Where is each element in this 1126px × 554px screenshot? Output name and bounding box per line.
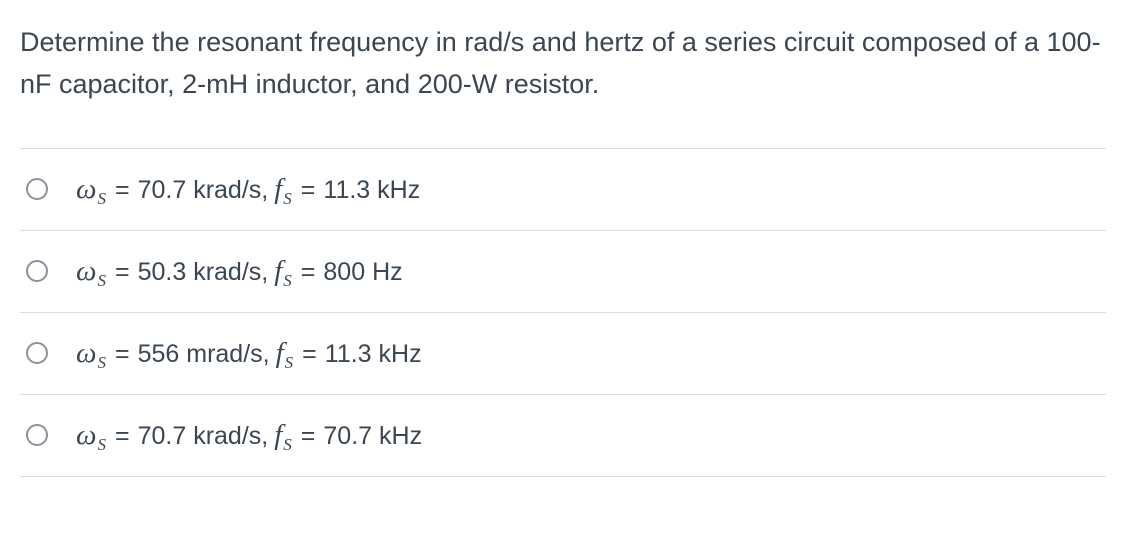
omega-symbol: ωS — [76, 173, 105, 206]
omega-value: 556 mrad/s, — [138, 340, 270, 369]
radio-icon[interactable] — [26, 260, 48, 282]
option-row[interactable]: ωS = 556 mrad/s, fS = 11.3 kHz — [20, 312, 1106, 394]
omega-value: 70.7 krad/s, — [138, 176, 269, 205]
option-label: ωS = 50.3 krad/s, fS = 800 Hz — [76, 255, 403, 288]
radio-icon[interactable] — [26, 424, 48, 446]
f-value: 70.7 kHz — [323, 422, 422, 451]
option-row[interactable]: ωS = 70.7 krad/s, fS = 70.7 kHz — [20, 394, 1106, 477]
f-symbol: fS — [274, 419, 291, 452]
equals-sign: = — [115, 176, 130, 205]
f-symbol: fS — [274, 173, 291, 206]
option-row[interactable]: ωS = 50.3 krad/s, fS = 800 Hz — [20, 230, 1106, 312]
option-label: ωS = 70.7 krad/s, fS = 11.3 kHz — [76, 173, 420, 206]
f-value: 11.3 kHz — [323, 176, 420, 205]
equals-sign: = — [115, 422, 130, 451]
equals-sign: = — [115, 258, 130, 287]
question-text: Determine the resonant frequency in rad/… — [20, 22, 1106, 106]
equals-sign: = — [302, 340, 317, 369]
radio-icon[interactable] — [26, 342, 48, 364]
option-label: ωS = 556 mrad/s, fS = 11.3 kHz — [76, 337, 422, 370]
option-row[interactable]: ωS = 70.7 krad/s, fS = 11.3 kHz — [20, 148, 1106, 230]
options-group: ωS = 70.7 krad/s, fS = 11.3 kHz ωS = 50.… — [20, 148, 1106, 477]
equals-sign: = — [301, 258, 316, 287]
omega-value: 50.3 krad/s, — [138, 258, 269, 287]
f-value: 11.3 kHz — [325, 340, 422, 369]
omega-symbol: ωS — [76, 337, 105, 370]
option-label: ωS = 70.7 krad/s, fS = 70.7 kHz — [76, 419, 422, 452]
radio-icon[interactable] — [26, 178, 48, 200]
equals-sign: = — [301, 422, 316, 451]
omega-value: 70.7 krad/s, — [138, 422, 269, 451]
f-symbol: fS — [276, 337, 293, 370]
equals-sign: = — [301, 176, 316, 205]
f-symbol: fS — [274, 255, 291, 288]
omega-symbol: ωS — [76, 255, 105, 288]
omega-symbol: ωS — [76, 419, 105, 452]
equals-sign: = — [115, 340, 130, 369]
f-value: 800 Hz — [323, 258, 402, 287]
